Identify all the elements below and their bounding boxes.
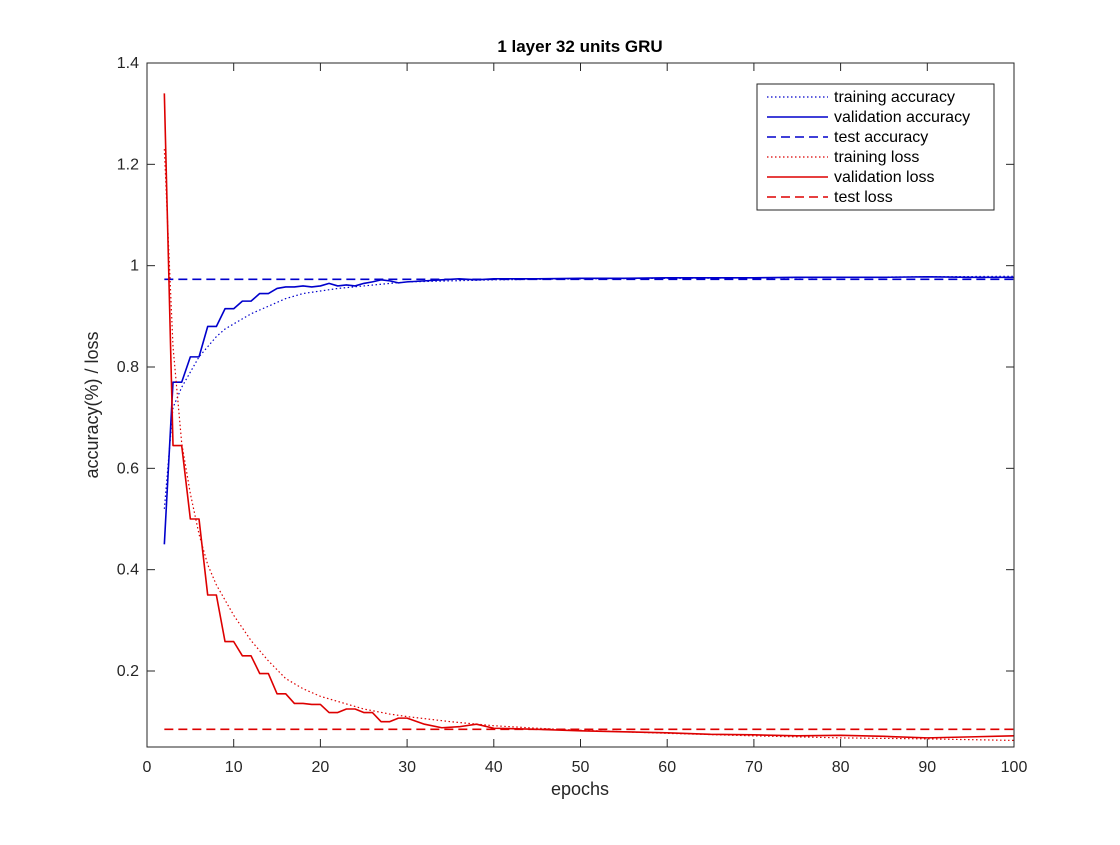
x-tick-label: 30: [398, 759, 416, 776]
x-tick-label: 90: [918, 759, 936, 776]
legend: training accuracy validation accuracy test…: [756, 83, 995, 211]
x-tick-label: 60: [658, 759, 676, 776]
legend-label: training accuracy: [834, 89, 955, 106]
chart-title: 1 layer 32 units GRU: [497, 37, 662, 56]
series-line-training-loss: [163, 149, 1015, 742]
y-tick-label: 0.6: [117, 460, 139, 477]
y-axis-label: accuracy(%) / loss: [82, 331, 102, 478]
y-tick-label: 0.2: [117, 663, 139, 680]
x-tick-label: 70: [745, 759, 763, 776]
legend-box: [756, 83, 995, 211]
y-tick-label: 1.2: [117, 156, 139, 173]
series-line-validation-loss: [163, 93, 1015, 739]
x-tick-label: 0: [143, 759, 152, 776]
x-axis-label: epochs: [551, 779, 609, 799]
series-layer: [163, 93, 1015, 742]
x-tick-label: 20: [312, 759, 330, 776]
series-line-training-accuracy: [163, 275, 1015, 509]
series-line-validation-accuracy: [163, 276, 1014, 545]
legend-label: validation loss: [834, 169, 935, 186]
legend-label: training loss: [834, 149, 919, 166]
x-tick-label: 10: [225, 759, 243, 776]
y-tick-label: 0.8: [117, 359, 139, 376]
y-tick-label: 1: [130, 258, 139, 275]
legend-label: validation accuracy: [834, 109, 970, 126]
legend-label: test accuracy: [834, 129, 928, 146]
legend-label: test loss: [834, 189, 893, 206]
x-tick-label: 40: [485, 759, 503, 776]
legend-items: training accuracy validation accuracy test…: [767, 89, 970, 206]
x-tick-label: 100: [1001, 759, 1028, 776]
x-tick-label: 80: [832, 759, 850, 776]
x-tick-label: 50: [572, 759, 590, 776]
y-tick-label: 1.4: [117, 55, 139, 72]
ticks-layer: 0 10 20 30 40 50 60 70 80 90 100 0.2 0.4 0.6 0.8 1 1.2 1.…: [117, 55, 1028, 776]
y-tick-label: 0.4: [117, 562, 139, 579]
